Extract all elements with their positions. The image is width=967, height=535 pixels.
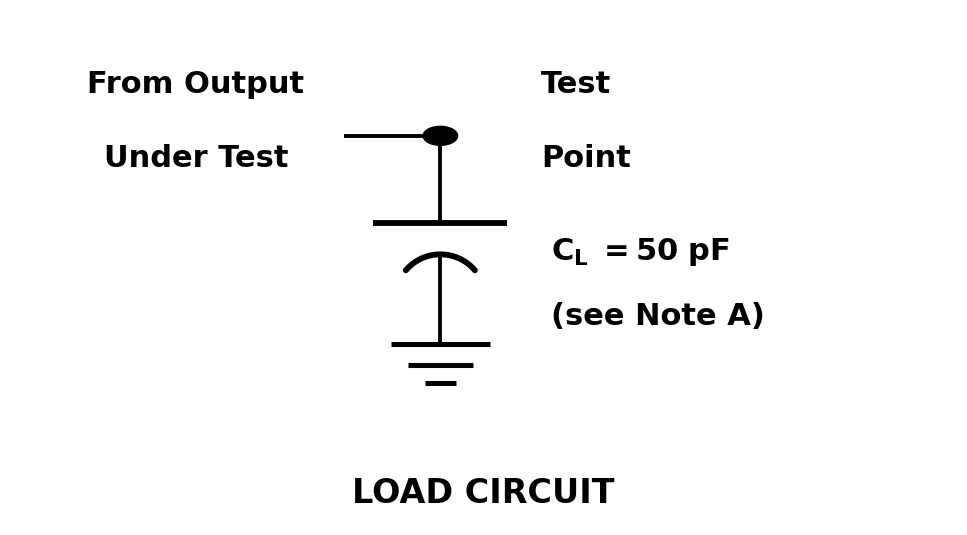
Circle shape — [424, 126, 457, 146]
Text: Under Test: Under Test — [103, 144, 288, 173]
Text: Point: Point — [541, 144, 630, 173]
Text: Test: Test — [541, 70, 611, 99]
Text: From Output: From Output — [87, 70, 305, 99]
Text: (see Note A): (see Note A) — [550, 302, 765, 331]
Text: $\mathbf{C_L}$ $\mathbf{= 50\ pF}$: $\mathbf{C_L}$ $\mathbf{= 50\ pF}$ — [550, 235, 729, 268]
Text: LOAD CIRCUIT: LOAD CIRCUIT — [352, 477, 615, 510]
